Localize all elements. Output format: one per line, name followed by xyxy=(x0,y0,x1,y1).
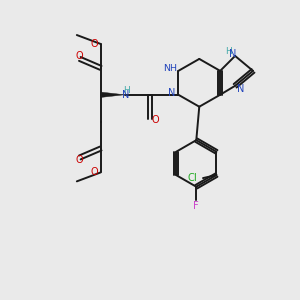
Text: N: N xyxy=(168,88,176,98)
Text: N: N xyxy=(237,84,245,94)
Text: O: O xyxy=(90,167,98,177)
Text: N: N xyxy=(122,90,130,100)
Text: NH: NH xyxy=(163,64,177,73)
Text: Cl: Cl xyxy=(188,173,198,183)
Text: H: H xyxy=(123,86,130,95)
Text: O: O xyxy=(90,39,98,49)
Polygon shape xyxy=(101,92,124,98)
Text: O: O xyxy=(75,51,83,61)
Text: F: F xyxy=(194,200,199,211)
Text: O: O xyxy=(75,155,83,166)
Text: O: O xyxy=(152,115,159,125)
Text: H: H xyxy=(225,47,232,56)
Text: N: N xyxy=(229,50,237,59)
